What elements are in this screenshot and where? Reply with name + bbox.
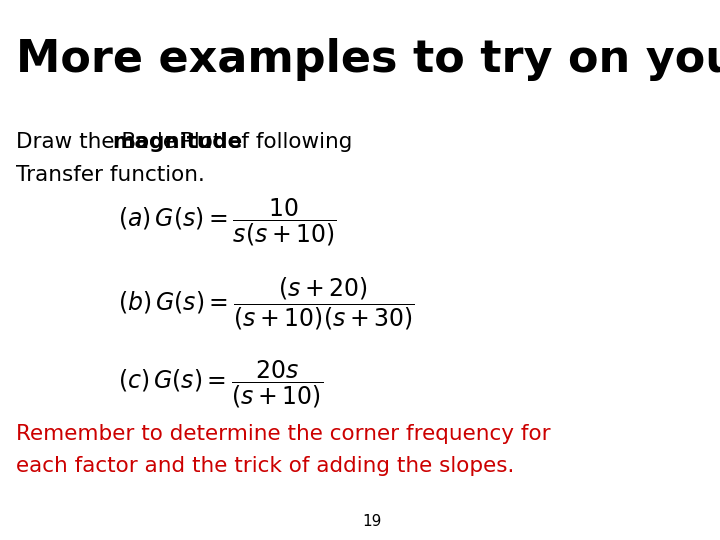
- Text: $(c)\,G(s) = \dfrac{20s}{(s+10)}$: $(c)\,G(s) = \dfrac{20s}{(s+10)}$: [118, 359, 323, 410]
- Text: Draw the Bode: Draw the Bode: [16, 132, 183, 152]
- Text: $(a)\,G(s) = \dfrac{10}{s(s+10)}$: $(a)\,G(s) = \dfrac{10}{s(s+10)}$: [118, 197, 337, 248]
- Text: Plot of following: Plot of following: [174, 132, 353, 152]
- Text: $(b)\,G(s) = \dfrac{(s+20)}{(s+10)(s+30)}$: $(b)\,G(s) = \dfrac{(s+20)}{(s+10)(s+30)…: [118, 275, 415, 332]
- Text: 19: 19: [363, 514, 382, 529]
- Text: More examples to try on your own: More examples to try on your own: [16, 38, 720, 81]
- Text: Remember to determine the corner frequency for: Remember to determine the corner frequen…: [16, 424, 550, 444]
- Text: magnitude: magnitude: [112, 132, 243, 152]
- Text: each factor and the trick of adding the slopes.: each factor and the trick of adding the …: [16, 456, 514, 476]
- Text: Transfer function.: Transfer function.: [16, 165, 204, 185]
